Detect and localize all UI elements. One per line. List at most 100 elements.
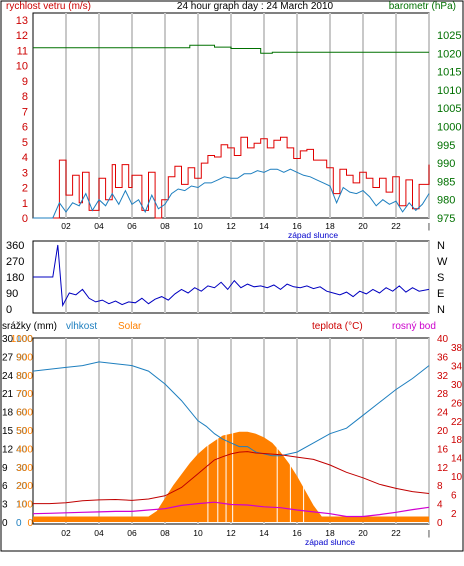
x-tick-label: 16 [292,528,302,538]
x-tick-label: 02 [61,528,71,538]
temperature-tick-label: 34 [451,362,463,373]
solar-axis-title: Solar [118,321,142,332]
wind-speed-tick-label: 7 [22,106,28,118]
wind-speed-tick-label: 9 [22,76,28,88]
x-tick-label: 02 [61,221,71,231]
solar-tick-label: 600 [16,408,33,419]
compass-label: E [437,288,444,300]
rain-tick-label: 6 [2,481,8,492]
temperature-series [33,451,430,505]
humidity-tick-label: 100 [16,334,33,345]
temperature-tick-label: 18 [451,435,463,446]
solar-tick-label: 0 [27,518,33,529]
humidity-tick-label: 20 [16,481,28,492]
x-tick-label: 18 [325,528,335,538]
compass-label: S [437,272,444,284]
humidity-tick-label: 70 [16,389,28,400]
solar-tick-label: 900 [16,352,33,363]
barometer-tick-label: 1005 [437,103,461,115]
rain-tick-label: 15 [2,426,14,437]
x-tick-label: 10 [193,221,203,231]
humidity-tick-label: 60 [16,408,28,419]
wind-gust-series [33,136,430,219]
temperature-tick-label: 0 [437,518,443,529]
humidity-tick-label: 50 [16,426,28,437]
temperature-tick-label: 12 [437,463,449,474]
x-tick-label: 20 [358,221,368,231]
x-tick-label: 22 [391,528,401,538]
x-tick-label: 14 [259,528,269,538]
x-tick-label: 06 [127,528,137,538]
barometer-series [33,44,429,54]
solar-tick-label: 500 [16,426,33,437]
barometer-tick-label: 1000 [437,122,461,134]
wind-direction-tick-label: 270 [6,256,24,268]
x-tick-label: 12 [226,221,236,231]
wind-speed-tick-label: 13 [16,15,28,27]
solar-tick-label: 800 [16,371,33,382]
temperature-tick-label: 28 [437,389,449,400]
barometer-tick-label: 990 [437,158,455,170]
solar-tick-label: 300 [16,463,33,474]
solar-tick-label: 200 [16,481,33,492]
temperature-tick-label: 30 [451,380,463,391]
wind-speed-tick-label: 8 [22,91,28,103]
temperature-tick-label: 8 [437,481,443,492]
x-tick-label: | [428,221,430,231]
temperature-tick-label: 14 [451,454,463,465]
rain-tick-label: 0 [2,518,8,529]
rain-tick-label: 3 [2,500,8,511]
wind-speed-tick-label: 4 [22,152,28,164]
rain-axis-title: srážky (mm) [2,321,57,332]
humidity-tick-label: 0 [16,518,22,529]
x-tick-label: 22 [391,221,401,231]
x-tick-label: 16 [292,221,302,231]
x-tick-label: 12 [226,528,236,538]
wind-speed-tick-label: 0 [22,213,28,225]
solar-tick-label: 700 [16,389,33,400]
temperature-tick-label: 38 [451,343,463,354]
barometer-tick-label: 995 [437,140,455,152]
barometer-tick-label: 1010 [437,85,461,97]
barometer-tick-label: 1025 [437,30,461,42]
compass-label: N [437,304,445,316]
humidity-tick-label: 80 [16,371,28,382]
dewpoint-series [32,501,430,518]
solar-tick-label: 100 [16,500,33,511]
temperature-tick-label: 6 [451,490,457,501]
temperature-tick-label: 4 [437,500,443,511]
temperature-tick-label: 2 [451,509,457,520]
wind-speed-tick-label: 11 [17,45,28,57]
rain-tick-label: 9 [2,463,8,474]
x-tick-label: 18 [325,221,335,231]
wind-speed-tick-label: 6 [22,122,28,134]
wind-speed-tick-label: 10 [16,61,28,73]
barometer-tick-label: 980 [437,195,455,207]
compass-label: W [437,256,448,268]
x-tick-label: 14 [259,221,269,231]
temperature-tick-label: 16 [437,444,449,455]
wind-direction-series [33,244,430,308]
wind-average-series [33,168,430,219]
humidity-tick-label: 10 [16,500,28,511]
temperature-tick-label: 36 [437,352,449,363]
wind-direction-tick-label: 0 [6,304,12,316]
humidity-tick-label: 30 [16,463,28,474]
temperature-tick-label: 24 [437,408,449,419]
chart-title: 24 hour graph day : 24 March 2010 [177,1,334,12]
x-tick-label: 04 [94,221,104,231]
temperature-tick-label: 22 [451,417,463,428]
barometer-tick-label: 985 [437,176,455,188]
x-tick-label: 10 [193,528,203,538]
rain-tick-label: 27 [2,352,14,363]
x-tick-label: | [428,528,430,538]
temperature-tick-label: 40 [437,334,449,345]
wind-speed-tick-label: 12 [16,30,28,42]
wind-speed-tick-label: 1 [22,198,28,210]
barometer-axis-title: barometr (hPa) [389,1,456,12]
panel1-x-label: západ slunce [288,230,338,240]
wind-speed-axis-title: rychlost vetru (m/s) [6,1,91,12]
wind-direction-tick-label: 180 [6,272,24,284]
rain-tick-label: 18 [2,408,14,419]
